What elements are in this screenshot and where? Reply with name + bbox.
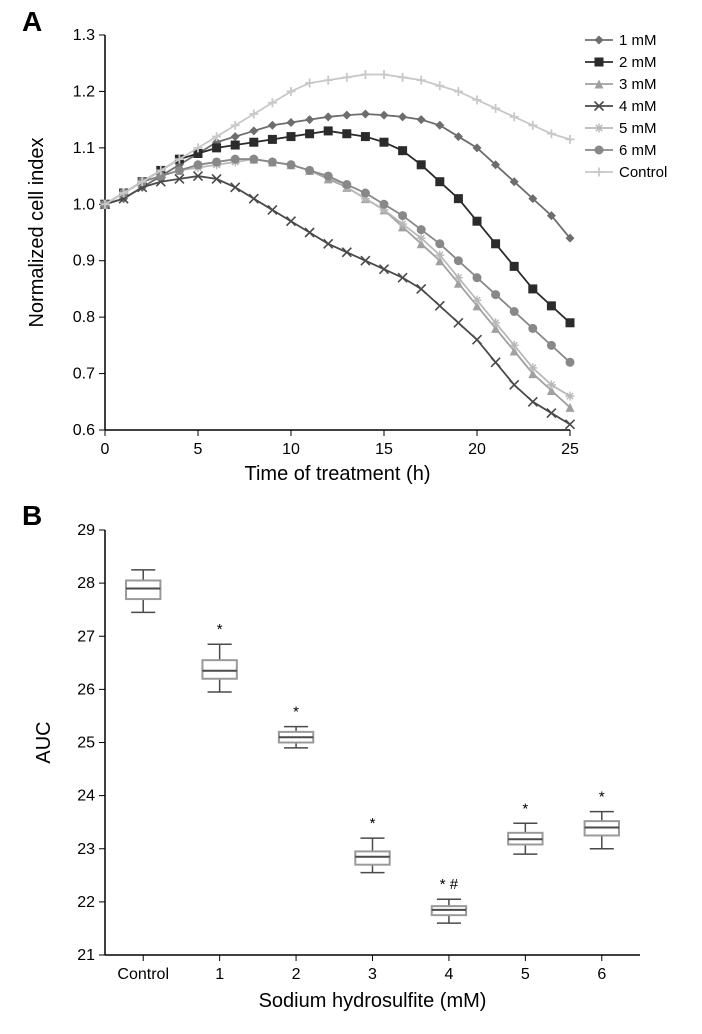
svg-text:1: 1	[215, 966, 224, 983]
svg-text:0.8: 0.8	[73, 309, 95, 326]
svg-text:28: 28	[77, 575, 95, 592]
svg-text:10: 10	[282, 441, 300, 458]
svg-text:*: *	[217, 621, 223, 638]
svg-text:29: 29	[77, 522, 95, 539]
svg-text:0.9: 0.9	[73, 253, 95, 270]
svg-text:Normalized cell index: Normalized cell index	[26, 137, 48, 327]
svg-text:6: 6	[597, 966, 606, 983]
svg-text:2 mM: 2 mM	[619, 54, 657, 71]
svg-text:25: 25	[77, 735, 95, 752]
svg-text:26: 26	[77, 681, 95, 698]
svg-text:*: *	[522, 800, 528, 817]
svg-text:22: 22	[77, 894, 95, 911]
panel-a-chart: 0.6 0.7 0.8 0.9 1.0 1.1 1.2 1.3 0 5 10 15 20 25 Time o…	[0, 0, 702, 500]
svg-text:* #: * #	[440, 876, 459, 893]
svg-text:1.0: 1.0	[73, 196, 95, 213]
svg-text:5: 5	[194, 441, 203, 458]
svg-text:20: 20	[468, 441, 486, 458]
svg-text:*: *	[599, 789, 605, 806]
svg-text:Time of treatment (h): Time of treatment (h)	[245, 463, 431, 485]
svg-text:2: 2	[292, 966, 301, 983]
svg-text:*: *	[370, 815, 376, 832]
svg-text:3: 3	[368, 966, 377, 983]
svg-text:3 mM: 3 mM	[619, 76, 657, 93]
svg-text:1.3: 1.3	[73, 27, 95, 44]
svg-text:1.1: 1.1	[73, 140, 95, 157]
svg-text:21: 21	[77, 947, 95, 964]
svg-text:0.7: 0.7	[73, 366, 95, 383]
svg-text:24: 24	[77, 788, 95, 805]
svg-text:4: 4	[444, 966, 453, 983]
svg-text:15: 15	[375, 441, 393, 458]
svg-text:1 mM: 1 mM	[619, 32, 657, 49]
figure-container: A 0.60.70.80.91.01.11.21.30510152025Time…	[0, 0, 702, 1034]
svg-text:0: 0	[101, 441, 110, 458]
svg-text:23: 23	[77, 841, 95, 858]
svg-text:Control: Control	[117, 966, 169, 983]
svg-text:Sodium hydrosulfite (mM): Sodium hydrosulfite (mM)	[259, 990, 487, 1012]
svg-text:27: 27	[77, 628, 95, 645]
svg-text:5: 5	[521, 966, 530, 983]
svg-text:5 mM: 5 mM	[619, 120, 657, 137]
svg-text:AUC: AUC	[33, 721, 55, 763]
svg-text:1.2: 1.2	[73, 83, 95, 100]
svg-text:6 mM: 6 mM	[619, 142, 657, 159]
svg-text:*: *	[293, 704, 299, 721]
svg-text:25: 25	[561, 441, 579, 458]
svg-text:Control: Control	[619, 164, 667, 181]
svg-text:0.6: 0.6	[73, 422, 95, 439]
panel-b-chart: 212223242526272829Control123456Sodium hy…	[0, 500, 702, 1034]
svg-text:4 mM: 4 mM	[619, 98, 657, 115]
